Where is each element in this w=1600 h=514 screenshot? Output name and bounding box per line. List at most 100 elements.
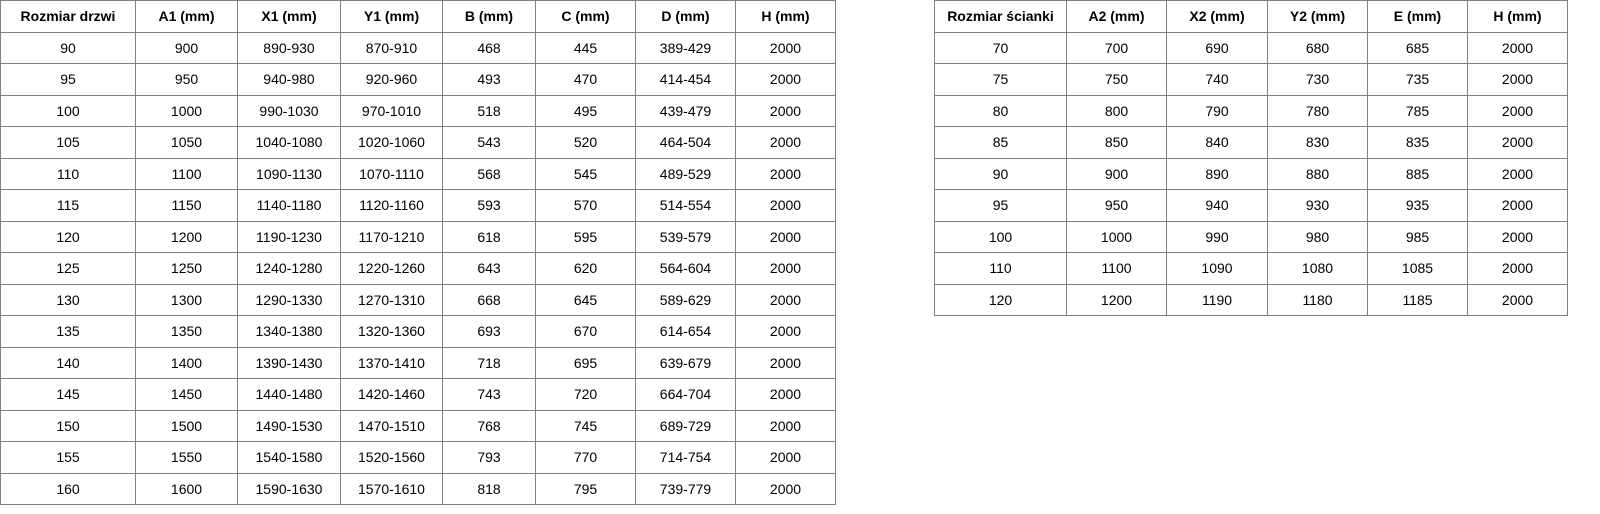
table-cell: 1420-1460 — [340, 378, 443, 411]
table-cell: 2000 — [735, 346, 836, 379]
table-cell: 1300 — [135, 283, 238, 316]
table-cell: 890 — [1166, 157, 1268, 190]
table-cell: 495 — [535, 94, 636, 127]
column-header: D (mm) — [635, 0, 736, 33]
table-cell: 2000 — [1467, 126, 1568, 159]
table-cell: 645 — [535, 283, 636, 316]
table-cell: 1290-1330 — [237, 283, 341, 316]
table-cell: 900 — [135, 31, 238, 64]
table-row: 110 1100 1090-1130 1070-1110 568 545 489-529 20… — [0, 157, 836, 190]
table-cell: 115 — [0, 189, 136, 222]
table-cell: 714-754 — [635, 441, 736, 474]
table-cell: 750 — [1066, 63, 1167, 96]
table-cell: 643 — [442, 252, 536, 285]
table-row: 90 900 890-930 870-910 468 445 389-429 2000 — [0, 31, 836, 64]
table-row: 90 900 890 880 885 2000 — [934, 157, 1568, 190]
table-cell: 890-930 — [237, 31, 341, 64]
table-cell: 768 — [442, 409, 536, 442]
table-cell: 670 — [535, 315, 636, 348]
table-cell: 2000 — [1467, 94, 1568, 127]
table-cell: 564-604 — [635, 252, 736, 285]
table-cell: 720 — [535, 378, 636, 411]
table-row: 115 1150 1140-1180 1120-1160 593 570 514-554 20… — [0, 189, 836, 222]
table-cell: 664-704 — [635, 378, 736, 411]
table-cell: 700 — [1066, 31, 1167, 64]
table-cell: 770 — [535, 441, 636, 474]
table-cell: 125 — [0, 252, 136, 285]
table-cell: 2000 — [735, 441, 836, 474]
table-cell: 785 — [1367, 94, 1468, 127]
table-cell: 1250 — [135, 252, 238, 285]
table-row: 100 1000 990 980 985 2000 — [934, 220, 1568, 253]
table-cell: 2000 — [735, 63, 836, 96]
table-cell: 870-910 — [340, 31, 443, 64]
table-cell: 1170-1210 — [340, 220, 443, 253]
table-cell: 100 — [0, 94, 136, 127]
table-cell: 689-729 — [635, 409, 736, 442]
table-cell: 2000 — [1467, 157, 1568, 190]
table-cell: 130 — [0, 283, 136, 316]
column-header: B (mm) — [442, 0, 536, 33]
table-cell: 718 — [442, 346, 536, 379]
table-cell: 1200 — [1066, 283, 1167, 316]
table-cell: 690 — [1166, 31, 1268, 64]
table-cell: 1090-1130 — [237, 157, 341, 190]
table-cell: 1240-1280 — [237, 252, 341, 285]
table-cell: 1440-1480 — [237, 378, 341, 411]
table-row: 95 950 940-980 920-960 493 470 414-454 2000 — [0, 63, 836, 96]
table-cell: 445 — [535, 31, 636, 64]
table-cell: 1550 — [135, 441, 238, 474]
table-cell: 1190-1230 — [237, 220, 341, 253]
table-cell: 840 — [1166, 126, 1268, 159]
table-cell: 95 — [934, 189, 1067, 222]
table-cell: 693 — [442, 315, 536, 348]
table-cell: 1185 — [1367, 283, 1468, 316]
column-header: H (mm) — [735, 0, 836, 33]
column-header: E (mm) — [1367, 0, 1468, 33]
table-cell: 545 — [535, 157, 636, 190]
table-cell: 110 — [0, 157, 136, 190]
table-row: 85 850 840 830 835 2000 — [934, 126, 1568, 159]
table-cell: 2000 — [735, 283, 836, 316]
table-cell: 2000 — [735, 315, 836, 348]
table-cell: 2000 — [735, 252, 836, 285]
table-row: 135 1350 1340-1380 1320-1360 693 670 614-654 20… — [0, 315, 836, 348]
table-cell: 2000 — [735, 126, 836, 159]
table-cell: 1200 — [135, 220, 238, 253]
table-row: 140 1400 1390-1430 1370-1410 718 695 639-679 20… — [0, 346, 836, 379]
table-row: 70 700 690 680 685 2000 — [934, 31, 1568, 64]
table-cell: 620 — [535, 252, 636, 285]
table-cell: 2000 — [1467, 283, 1568, 316]
table-header-row: Rozmiar ścianki A2 (mm) X2 (mm) Y2 (mm) E (m… — [934, 0, 1568, 33]
table-row: 160 1600 1590-1630 1570-1610 818 795 739-779 20… — [0, 472, 836, 505]
table-cell: 1400 — [135, 346, 238, 379]
table-cell: 780 — [1267, 94, 1368, 127]
table-cell: 70 — [934, 31, 1067, 64]
table-cell: 1090 — [1166, 252, 1268, 285]
table-cell: 793 — [442, 441, 536, 474]
table-cell: 2000 — [1467, 189, 1568, 222]
table-cell: 90 — [0, 31, 136, 64]
column-header: X1 (mm) — [237, 0, 341, 33]
table-cell: 1000 — [1066, 220, 1167, 253]
table-cell: 1320-1360 — [340, 315, 443, 348]
table-cell: 389-429 — [635, 31, 736, 64]
table-cell: 2000 — [735, 220, 836, 253]
table-cell: 110 — [934, 252, 1067, 285]
table-cell: 2000 — [735, 189, 836, 222]
table-cell: 940-980 — [237, 63, 341, 96]
table-cell: 120 — [934, 283, 1067, 316]
table-cell: 850 — [1066, 126, 1167, 159]
table-cell: 2000 — [735, 31, 836, 64]
table-cell: 1540-1580 — [237, 441, 341, 474]
table-cell: 439-479 — [635, 94, 736, 127]
table-cell: 935 — [1367, 189, 1468, 222]
table-cell: 950 — [135, 63, 238, 96]
table-cell: 1100 — [135, 157, 238, 190]
table-cell: 595 — [535, 220, 636, 253]
table-row: 120 1200 1190-1230 1170-1210 618 595 539-579 20… — [0, 220, 836, 253]
table-cell: 795 — [535, 472, 636, 505]
table-row: 95 950 940 930 935 2000 — [934, 189, 1568, 222]
table-row: 100 1000 990-1030 970-1010 518 495 439-479 2000 — [0, 94, 836, 127]
table-cell: 2000 — [735, 157, 836, 190]
